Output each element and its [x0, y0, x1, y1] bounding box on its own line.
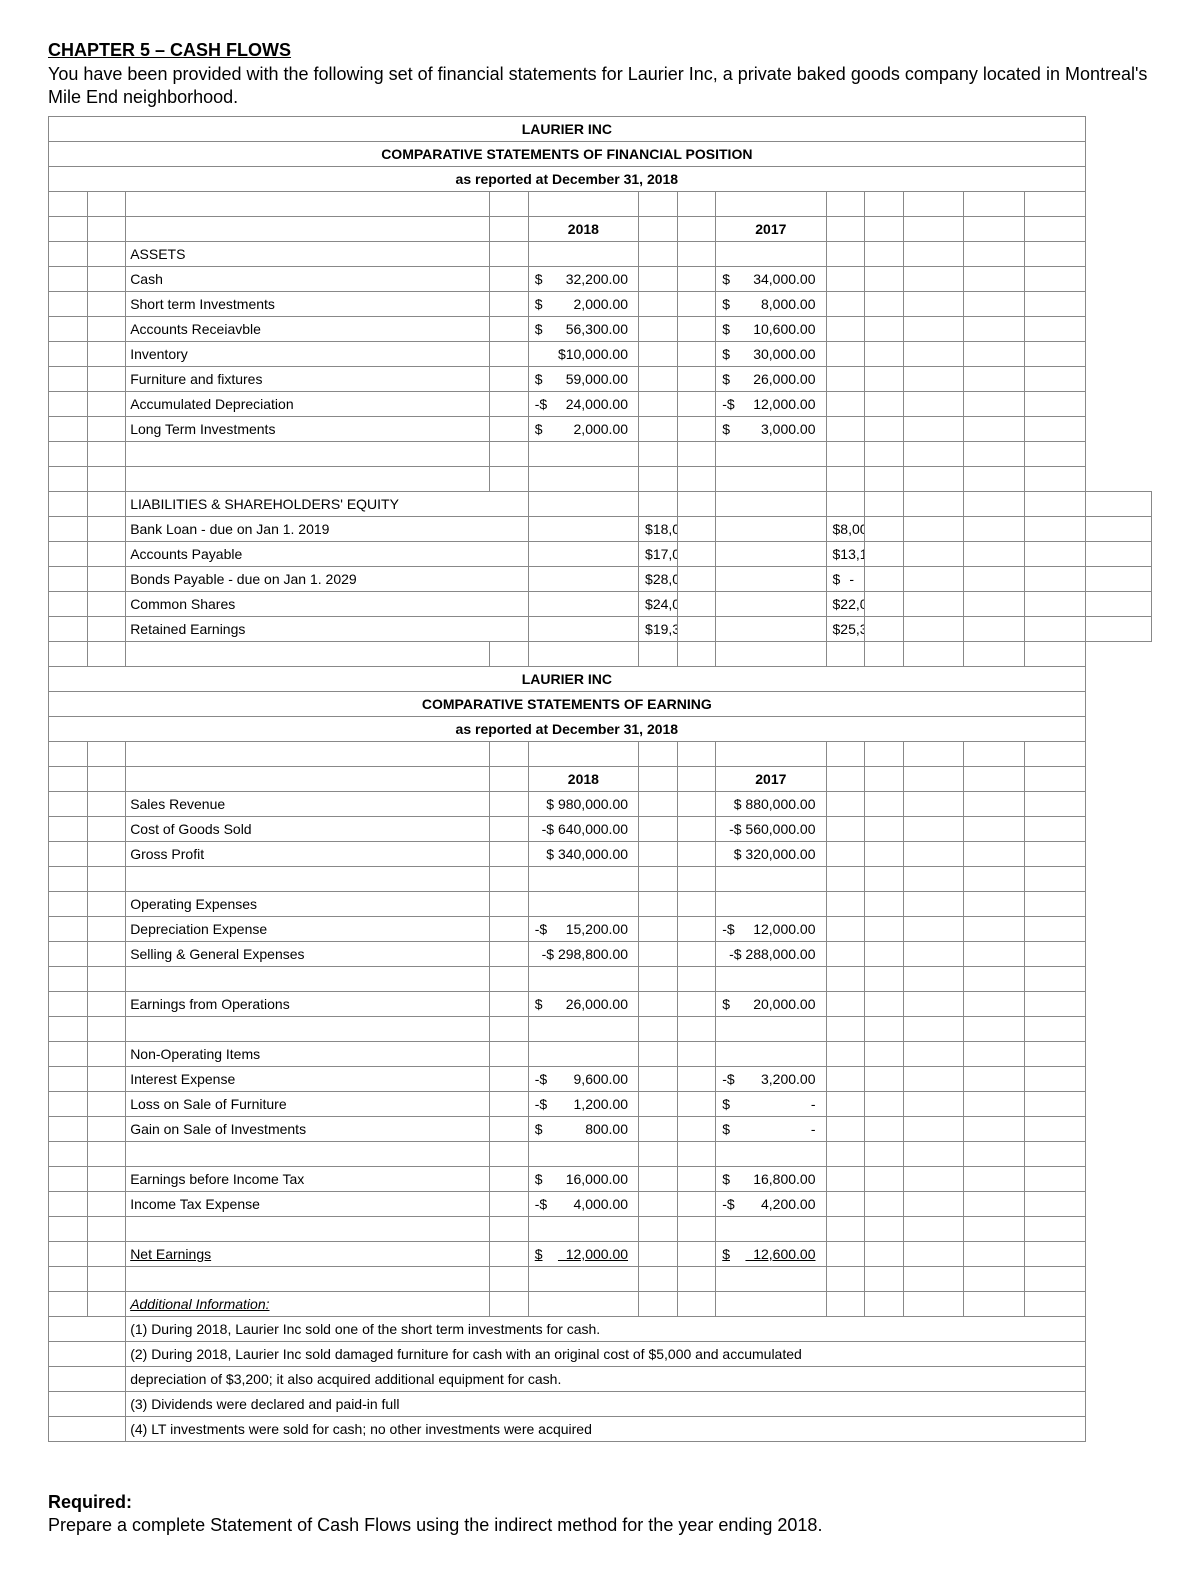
financial-statements-table: LAURIER INCCOMPARATIVE STATEMENTS OF FIN…	[48, 116, 1152, 1442]
required-heading: Required:	[48, 1492, 1152, 1513]
intro-text: You have been provided with the followin…	[48, 63, 1152, 110]
chapter-title: CHAPTER 5 – CASH FLOWS	[48, 40, 1152, 61]
required-text: Prepare a complete Statement of Cash Flo…	[48, 1515, 1152, 1536]
